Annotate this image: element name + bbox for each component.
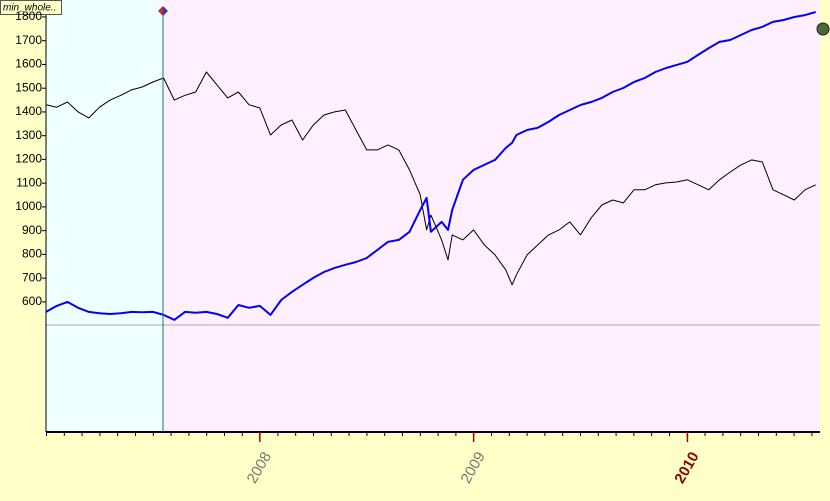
- post-region: [163, 0, 820, 432]
- plot: [45, 11, 816, 321]
- y-tick-label: 800: [22, 247, 42, 261]
- y-tick-label: 1200: [15, 152, 42, 166]
- y-tick-label: 900: [22, 223, 42, 237]
- y-tick-label: 700: [22, 270, 42, 284]
- y-tick-label: 1400: [15, 104, 42, 118]
- globe-icon[interactable]: [816, 22, 830, 36]
- series-line: [45, 11, 816, 321]
- cursor-marker: [158, 6, 163, 16]
- y-tick-label: 1600: [15, 57, 42, 71]
- y-tick-label: 1100: [16, 175, 42, 189]
- minor-ticks: [46, 432, 820, 438]
- pre-region: [46, 0, 163, 432]
- chart-label: min_whole..: [3, 3, 56, 14]
- y-tick-label: 1000: [15, 199, 42, 213]
- y-tick-label: 1300: [15, 128, 42, 142]
- y-tick-label: 1700: [15, 33, 42, 47]
- y-tick-label: 1500: [15, 80, 42, 94]
- y-tick-label: 600: [22, 294, 42, 308]
- y-tick-label: 1800: [15, 9, 42, 23]
- cursor-marker: [163, 6, 168, 16]
- label-box: [0, 0, 62, 15]
